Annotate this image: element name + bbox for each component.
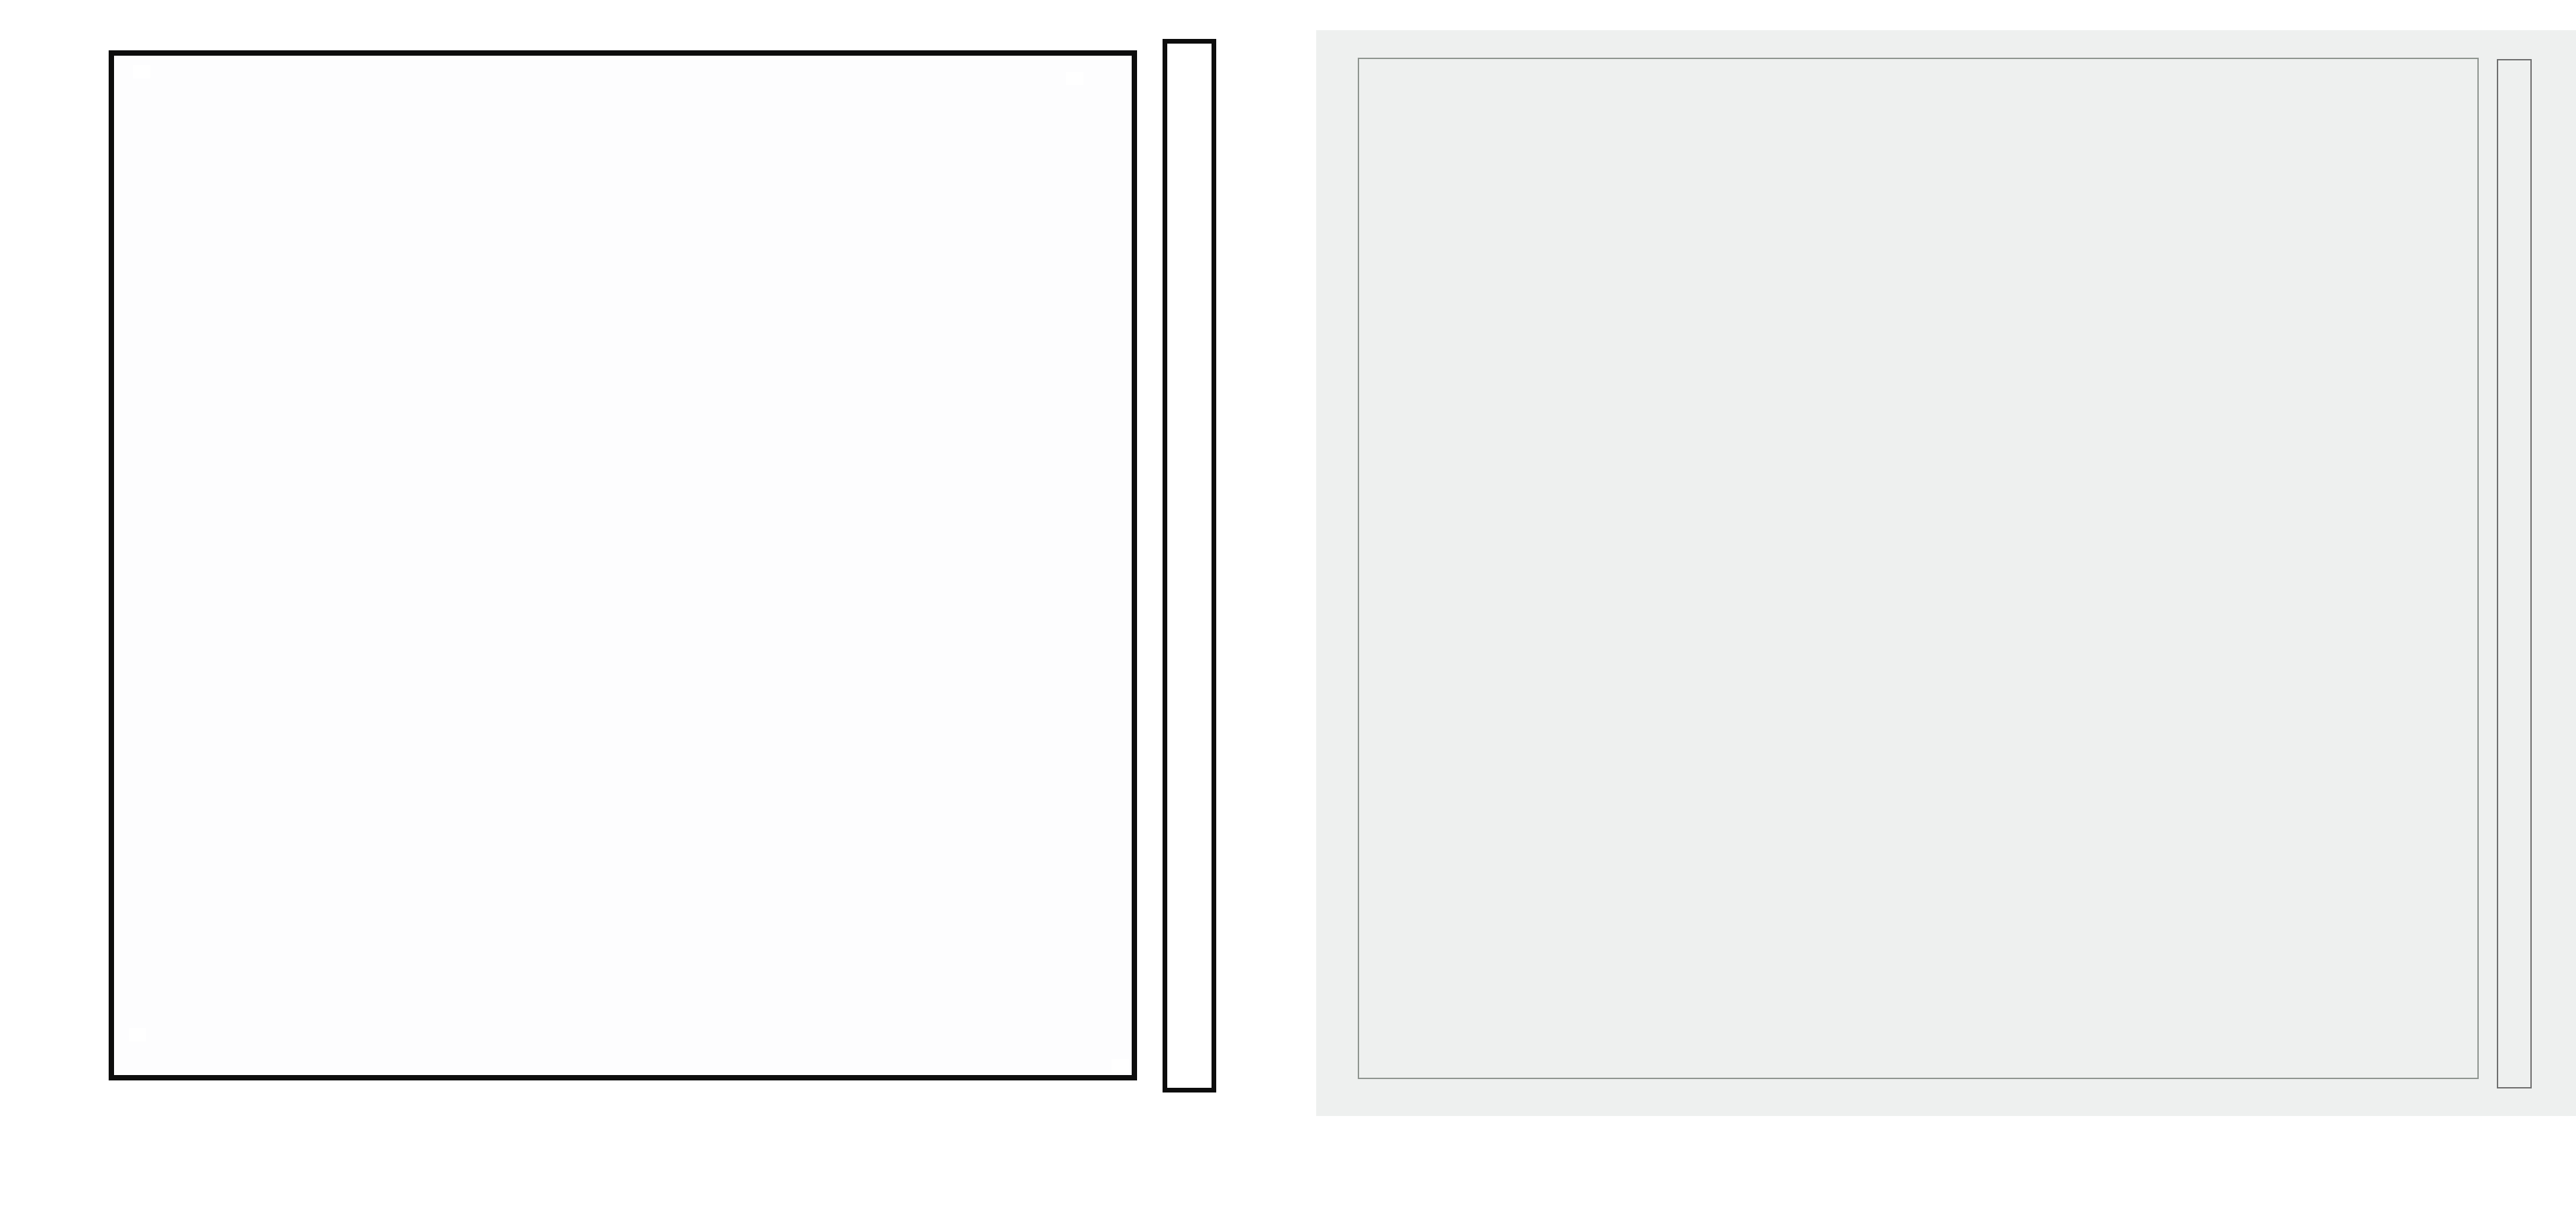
quadrant-label-q2: [1066, 72, 1083, 85]
heatmap-colorbar: [2497, 59, 2532, 1088]
quadrant-label-q3: [129, 1028, 146, 1041]
quadrant-label-q4: [1112, 1059, 1129, 1072]
heatmap-plot-area: [1358, 58, 2479, 1079]
quiver-field-svg: [114, 56, 1132, 1075]
quiver-colorbar: [1163, 39, 1216, 1092]
heatmap-figure-background: [1316, 30, 2576, 1116]
quiver-plot-area: [109, 50, 1137, 1080]
quadrant-label-q1: [133, 65, 150, 79]
